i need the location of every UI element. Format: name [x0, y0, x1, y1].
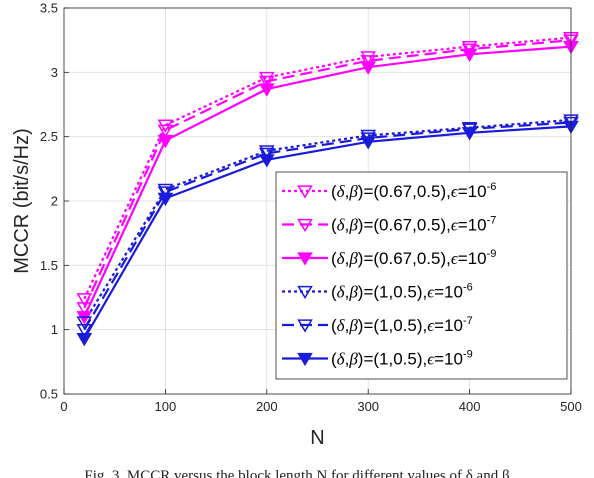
y-axis-ticks: 0.5 1 1.5 2 2.5 3 3.5	[40, 1, 69, 402]
y-tick-label: 2	[51, 194, 58, 209]
series-markers	[76, 31, 579, 347]
x-axis-ticks: 0 100 200 300 400 500	[60, 389, 582, 414]
series-3-point	[157, 134, 174, 149]
y-tick-label: 3.5	[40, 1, 58, 16]
legend-marker-1	[297, 185, 313, 199]
legend-marker-6	[297, 352, 313, 367]
series-6-point	[157, 192, 174, 207]
series-4-point	[258, 145, 275, 159]
series-1-point	[258, 71, 275, 86]
series-5-point	[157, 186, 174, 200]
series-3-point	[258, 83, 275, 97]
series-line-3	[83, 45, 572, 318]
x-tick-label: 100	[155, 399, 177, 414]
series-4-point	[157, 183, 174, 198]
series-3-point	[360, 61, 377, 75]
legend-entry-2: (δ,β)=(0.67,0.5),ϵ=10-7	[331, 215, 496, 235]
series-5-point	[258, 147, 275, 162]
legend-marker-3	[297, 252, 313, 266]
legend-marker-4	[297, 285, 313, 300]
y-tick-label: 2.5	[40, 129, 58, 144]
series-1-point	[461, 40, 478, 55]
series-6-point	[258, 154, 275, 168]
series-lines	[83, 36, 572, 340]
series-3-point	[461, 48, 478, 62]
legend-entry-3: (δ,β)=(0.67,0.5),ϵ=10-9	[331, 248, 496, 268]
x-axis-label: N	[310, 427, 324, 449]
x-tick-label: 500	[560, 399, 582, 414]
series-line-5	[83, 121, 572, 331]
legend-marker-2	[297, 218, 313, 233]
series-1-point	[360, 51, 377, 65]
legend-entry-1: (δ,β)=(0.67,0.5),ϵ=10-6	[331, 181, 496, 201]
y-tick-label: 1	[51, 322, 58, 337]
legend-entry-4: (δ,β)=(1,0.5),ϵ=10-6	[331, 282, 473, 302]
x-tick-label: 200	[256, 399, 278, 414]
series-line-6	[83, 125, 572, 340]
y-tick-label: 0.5	[40, 387, 58, 402]
legend-box	[275, 171, 568, 380]
series-1-point	[76, 293, 93, 307]
series-6-point	[76, 333, 93, 347]
legend-entry-6: (δ,β)=(1,0.5),ϵ=10-9	[331, 349, 473, 369]
legend-marker-5	[297, 319, 313, 333]
x-tick-label: 0	[60, 399, 67, 414]
legend: (δ,β)=(0.67,0.5),ϵ=10-6 (δ,β)=(0.67,0.5),…	[275, 171, 568, 380]
series-6-point	[461, 127, 478, 141]
series-2-point	[157, 124, 174, 138]
series-2-point	[258, 75, 275, 89]
series-2-point	[76, 302, 93, 316]
series-5-point	[76, 324, 93, 338]
legend-entry-5: (δ,β)=(1,0.5),ϵ=10-7	[331, 315, 473, 335]
x-tick-label: 400	[459, 399, 481, 414]
y-tick-label: 1.5	[40, 258, 58, 273]
series-line-2	[83, 39, 572, 309]
series-2-point	[360, 55, 377, 69]
series-4-point	[76, 316, 93, 330]
series-4-point	[360, 129, 377, 144]
series-6-point	[360, 136, 377, 150]
x-tick-label: 300	[357, 399, 379, 414]
y-axis-label: MCCR (bit/s/Hz)	[11, 128, 33, 274]
series-line-1	[83, 36, 572, 300]
y-tick-label: 3	[51, 65, 58, 80]
figure-caption: Fig. 3. MCCR versus the block length N f…	[84, 468, 510, 478]
